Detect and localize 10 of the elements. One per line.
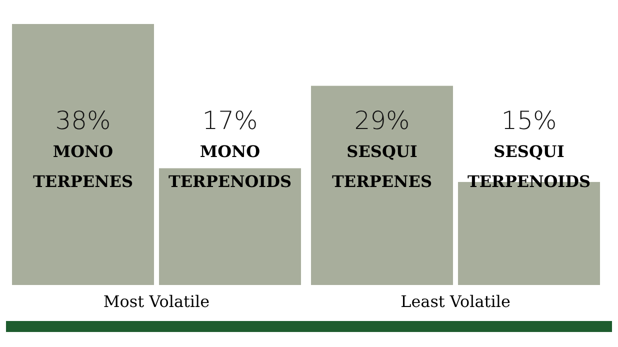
x-tick-label: MONO TERPENES	[33, 142, 133, 191]
x-tick-label: SESQUI TERPENES	[332, 142, 432, 191]
x-tick-label: SESQUI TERPENOIDS	[467, 142, 591, 191]
text: Most Volatile	[103, 292, 210, 311]
data-label: 17%	[202, 106, 258, 135]
text: Least Volatile	[400, 292, 510, 311]
x-tick-label: MONO TERPENOIDS	[168, 142, 292, 191]
data-label: 15%	[501, 106, 557, 135]
data-label: 38%	[55, 106, 111, 135]
data-label: 29%	[354, 106, 410, 135]
